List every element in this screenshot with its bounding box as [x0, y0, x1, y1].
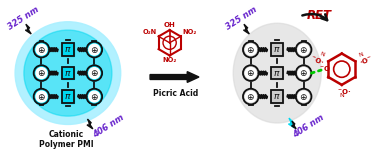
Polygon shape	[87, 119, 93, 129]
Text: $\oplus$: $\oplus$	[37, 68, 46, 78]
Circle shape	[243, 42, 259, 58]
Text: $\oplus$: $\oplus$	[299, 92, 308, 102]
Circle shape	[89, 91, 100, 102]
Circle shape	[298, 68, 309, 79]
Text: $\pi$: $\pi$	[273, 45, 281, 54]
Text: N: N	[339, 93, 344, 98]
Text: O₂N: O₂N	[143, 29, 156, 35]
Circle shape	[296, 65, 311, 81]
Text: $\oplus$: $\oplus$	[246, 45, 255, 55]
Ellipse shape	[233, 23, 321, 123]
Text: $^{-}$O·: $^{-}$O·	[308, 54, 325, 67]
Polygon shape	[288, 118, 294, 128]
Text: $\oplus$: $\oplus$	[90, 45, 99, 55]
Ellipse shape	[24, 30, 112, 116]
Text: $\oplus$: $\oplus$	[246, 92, 255, 102]
Text: $\pi$: $\pi$	[273, 69, 281, 78]
Circle shape	[298, 91, 309, 102]
Text: $\pi$: $\pi$	[64, 45, 72, 54]
Text: ·O$^{-}$: ·O$^{-}$	[358, 54, 375, 67]
Text: $\oplus$: $\oplus$	[299, 68, 308, 78]
Text: N: N	[319, 52, 325, 58]
Circle shape	[34, 89, 49, 104]
Text: $\pi$: $\pi$	[64, 69, 72, 78]
Circle shape	[89, 68, 100, 79]
Text: $\oplus$: $\oplus$	[299, 45, 308, 55]
FancyArrow shape	[150, 72, 199, 82]
Polygon shape	[291, 121, 296, 129]
Circle shape	[245, 44, 256, 55]
Circle shape	[34, 42, 49, 58]
Text: $^{-}$O: $^{-}$O	[319, 64, 331, 73]
Text: N: N	[358, 52, 364, 58]
Circle shape	[87, 65, 102, 81]
Circle shape	[36, 68, 47, 79]
Text: Cationic
Polymer PMI: Cationic Polymer PMI	[39, 130, 93, 149]
Circle shape	[36, 91, 47, 102]
Circle shape	[36, 44, 47, 55]
Circle shape	[87, 42, 102, 58]
Text: NO₂: NO₂	[183, 29, 197, 35]
Text: 406 nm: 406 nm	[291, 113, 325, 140]
Text: $\oplus$: $\oplus$	[246, 68, 255, 78]
Circle shape	[296, 89, 311, 104]
Circle shape	[245, 68, 256, 79]
Text: 325 nm: 325 nm	[6, 5, 41, 31]
Text: NO₂: NO₂	[163, 58, 177, 63]
Text: $\oplus$: $\oplus$	[90, 92, 99, 102]
Circle shape	[298, 44, 309, 55]
Polygon shape	[243, 24, 249, 34]
Text: 406 nm: 406 nm	[91, 113, 126, 140]
Text: 325 nm: 325 nm	[225, 5, 259, 31]
Text: Picric Acid: Picric Acid	[153, 89, 198, 98]
Text: $\oplus$: $\oplus$	[37, 45, 46, 55]
Circle shape	[245, 91, 256, 102]
Polygon shape	[25, 24, 31, 34]
Circle shape	[243, 89, 259, 104]
Ellipse shape	[15, 22, 121, 124]
Circle shape	[87, 89, 102, 104]
Text: $\pi$: $\pi$	[273, 92, 281, 101]
Text: $\pi$: $\pi$	[64, 92, 72, 101]
Text: $\oplus$: $\oplus$	[90, 68, 99, 78]
Text: RET: RET	[307, 9, 332, 22]
Text: $^{-}$O·: $^{-}$O·	[336, 87, 351, 96]
Circle shape	[34, 65, 49, 81]
Text: $\oplus$: $\oplus$	[37, 92, 46, 102]
Text: OH: OH	[164, 22, 175, 28]
Circle shape	[243, 65, 259, 81]
Circle shape	[89, 44, 100, 55]
Circle shape	[296, 42, 311, 58]
